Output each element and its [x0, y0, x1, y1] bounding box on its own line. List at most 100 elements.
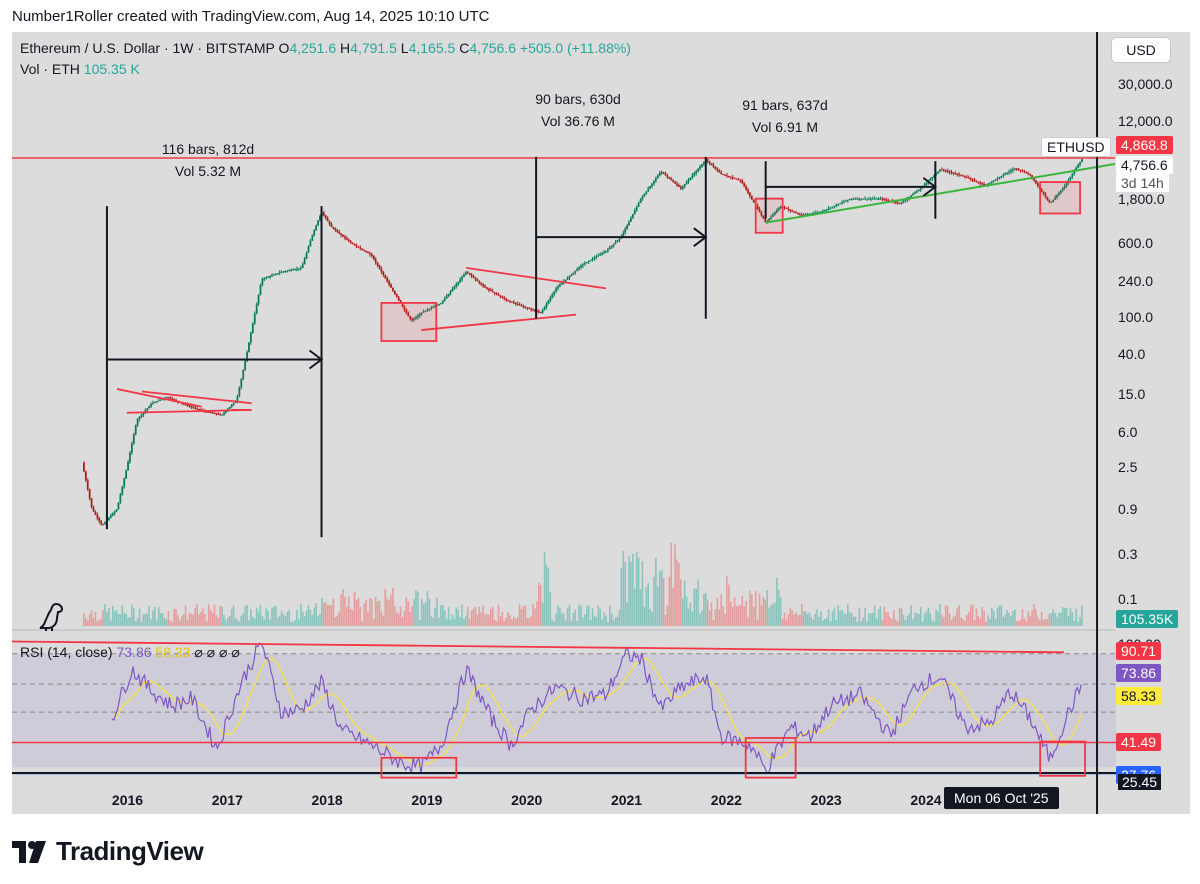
chart-panel[interactable]: Ethereum / U.S. Dollar · 1W · BITSTAMP O… — [12, 32, 1190, 814]
price-axis-label: 0.3 — [1118, 545, 1138, 562]
candle-body — [864, 198, 866, 200]
candle-body — [948, 171, 951, 173]
rsi-band — [12, 653, 1116, 768]
volume-bar — [967, 612, 970, 626]
volume-bar — [942, 617, 945, 626]
volume-bar — [449, 619, 452, 626]
candle-body — [336, 230, 339, 232]
candle-body — [468, 273, 471, 275]
volume-bar — [244, 606, 246, 626]
volume-bar — [468, 619, 471, 626]
volume-bar — [403, 611, 406, 626]
volume-bar — [1060, 612, 1062, 626]
currency-button[interactable]: USD — [1112, 38, 1170, 62]
volume-bar — [344, 596, 346, 626]
candle-body — [150, 404, 152, 407]
volume-bar — [134, 621, 137, 626]
volume-bar — [975, 608, 978, 626]
candle-body — [340, 233, 343, 235]
volume-bar — [138, 608, 141, 626]
price-axis[interactable]: 30,000.0 12,000.0 1,800.0 600.0 240.0 100.0 40… — [1116, 32, 1190, 632]
volume-bar — [728, 584, 730, 626]
candle-body — [699, 166, 701, 169]
volume-bar — [764, 599, 767, 626]
candle-body — [1050, 202, 1053, 204]
candle-body — [1077, 164, 1080, 168]
volume-bar — [668, 576, 671, 626]
volume-bar — [1081, 604, 1083, 626]
volume-bar — [645, 587, 648, 626]
volume-bar — [708, 610, 711, 626]
time-axis[interactable]: 201620172018201920202021202220232024202 — [10, 782, 1116, 812]
candle-body — [797, 213, 799, 215]
volume-bar — [422, 603, 425, 626]
volume-bar — [904, 619, 907, 626]
volume-bar — [125, 613, 127, 626]
volume-bar — [227, 617, 229, 626]
volume-bar — [639, 589, 642, 626]
volume-bar — [411, 606, 413, 626]
volume-bar — [380, 611, 383, 626]
volume-bar — [209, 609, 212, 626]
candle-body — [288, 270, 291, 272]
volume-bar — [369, 597, 371, 626]
candle-body — [768, 218, 771, 221]
volume-bar — [1002, 616, 1005, 626]
candle-body — [956, 173, 959, 175]
volume-bar — [873, 605, 876, 626]
candle-body — [328, 221, 331, 225]
candle-body — [424, 310, 427, 312]
candle-body — [1015, 168, 1018, 170]
candle-body — [480, 282, 483, 285]
candle-body — [438, 304, 440, 306]
volume-bar — [215, 614, 218, 626]
accumulation-box — [1039, 181, 1081, 215]
candle-body — [962, 175, 964, 177]
candle-body — [925, 182, 928, 185]
candle-body — [752, 199, 755, 203]
candle-body — [267, 276, 270, 278]
volume-bar — [194, 607, 197, 626]
volume-bar — [384, 589, 387, 626]
volume-bar — [332, 598, 335, 626]
candle-body — [610, 245, 613, 248]
volume-bar — [923, 613, 926, 626]
volume-bar — [701, 610, 703, 626]
volume-bar — [789, 607, 792, 626]
volume-bar — [495, 621, 498, 626]
symbol-label: Ethereum / U.S. Dollar · 1W · BITSTAMP — [20, 40, 275, 56]
candle-body — [509, 300, 511, 302]
volume-bar — [96, 621, 99, 626]
volume-bar — [635, 551, 638, 626]
rsi-ma-tag: 58.33 — [1116, 687, 1162, 706]
volume-bar — [818, 617, 820, 626]
candle-body — [434, 305, 437, 307]
candle-body — [871, 198, 874, 200]
candle-body — [255, 304, 258, 314]
candle-body — [916, 191, 918, 193]
volume-bar — [895, 619, 897, 626]
candle-body — [511, 301, 513, 303]
ohlc-legend: Ethereum / U.S. Dollar · 1W · BITSTAMP O… — [20, 40, 631, 56]
volume-bar — [319, 614, 321, 626]
candle-body — [923, 184, 926, 187]
candle-body — [846, 199, 849, 201]
volume-bar — [225, 620, 227, 626]
volume-bar — [1037, 616, 1039, 626]
candle-body — [710, 163, 713, 165]
candle-body — [683, 184, 686, 187]
volume-bar — [950, 619, 953, 626]
volume-bar — [338, 611, 340, 626]
volume-bar — [157, 607, 160, 626]
candle-body — [862, 198, 865, 200]
candle-body — [628, 221, 630, 226]
candle-body — [136, 418, 139, 426]
chart-credit: Number1Roller created with TradingView.c… — [12, 8, 490, 25]
candle-body — [238, 387, 241, 397]
volume-bar — [879, 606, 882, 626]
candle-body — [449, 291, 452, 294]
volume-bar — [875, 618, 878, 626]
dino-icon[interactable] — [38, 602, 66, 637]
volume-bar — [301, 611, 304, 626]
